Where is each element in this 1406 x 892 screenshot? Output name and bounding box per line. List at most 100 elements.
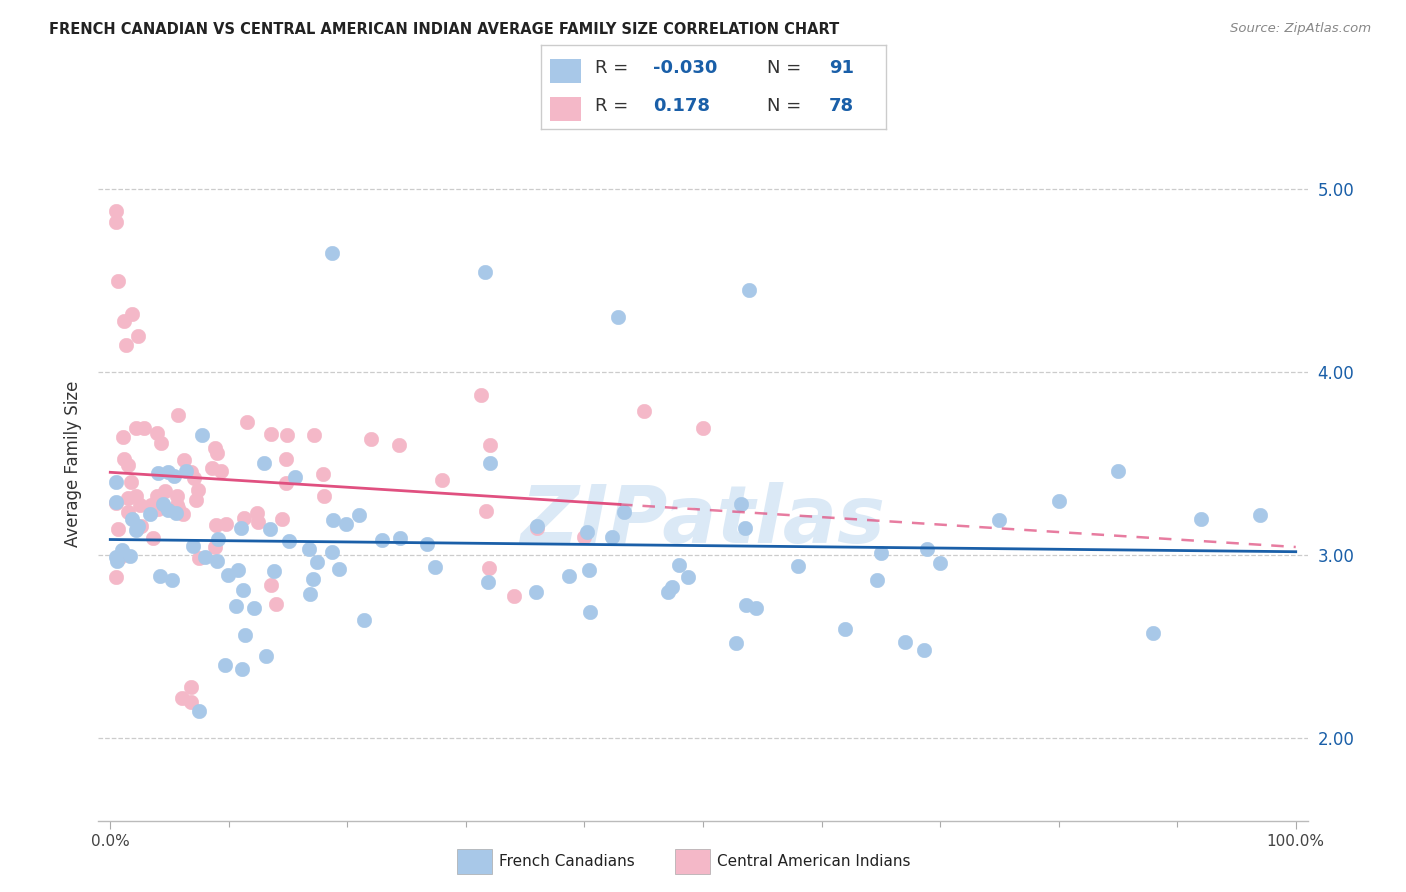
Point [274,452,297,467]
Text: R =: R = [595,60,634,78]
Point [131,519,153,533]
Bar [550,97,581,120]
Point [105,496,128,510]
Point [176,464,198,478]
Point [734,599,756,613]
Point [231,521,253,535]
Point [114,451,136,466]
Point [312,489,335,503]
Point [786,559,808,574]
Point [432,473,454,487]
Point [1142,625,1164,640]
Point [503,589,526,603]
Point [120,549,142,563]
Point [574,531,596,545]
Point [302,428,325,442]
Point [254,648,277,663]
Point [146,425,169,440]
Point [1249,508,1271,522]
Point [148,499,170,513]
Y-axis label: Average Family Size: Average Family Size [63,381,82,547]
Point [360,432,382,446]
Point [201,461,224,475]
Point [148,501,170,516]
Point [253,456,276,470]
Text: FRENCH CANADIAN VS CENTRAL AMERICAN INDIAN AVERAGE FAMILY SIZE CORRELATION CHART: FRENCH CANADIAN VS CENTRAL AMERICAN INDI… [49,22,839,37]
Point [423,560,446,574]
Point [578,563,600,577]
Point [600,530,623,544]
Point [125,489,148,503]
Point [142,500,165,515]
Point [142,531,165,545]
Text: N =: N = [766,60,807,78]
Point [214,658,236,673]
Point [105,475,128,490]
Point [115,338,138,352]
Point [311,467,333,482]
Point [127,519,149,533]
Text: Source: ZipAtlas.com: Source: ZipAtlas.com [1230,22,1371,36]
Point [474,504,496,518]
Point [112,429,135,443]
Point [231,662,253,676]
Point [112,314,135,328]
Point [284,470,307,484]
Point [470,388,492,402]
Point [180,695,202,709]
Bar [550,59,581,83]
Text: 0.178: 0.178 [654,96,710,114]
Point [108,549,131,564]
Point [232,583,254,598]
Point [264,597,287,611]
Point [524,585,547,599]
Point [105,204,128,219]
Point [204,441,226,455]
Point [298,587,321,601]
Point [246,506,269,520]
Point [209,464,232,478]
Point [335,517,357,532]
Point [869,546,891,560]
Point [478,561,501,575]
Point [307,555,329,569]
Point [125,523,148,537]
Point [388,532,411,546]
Point [730,497,752,511]
Point [321,545,343,559]
Point [353,613,375,627]
Point [180,680,202,694]
Point [676,570,699,584]
Point [834,622,856,636]
Point [184,492,207,507]
Point [205,517,228,532]
Point [121,307,143,321]
Point [371,533,394,547]
Text: 91: 91 [830,60,853,78]
Point [120,475,142,489]
Point [274,476,297,491]
Point [125,421,148,435]
Point [474,265,496,279]
Point [188,704,211,718]
Point [165,507,187,521]
Point [479,456,502,470]
Point [141,498,163,512]
Point [205,554,228,568]
Text: R =: R = [595,96,634,114]
Point [207,533,229,547]
Point [734,520,756,534]
Point [127,328,149,343]
Point [276,428,298,442]
Point [576,525,599,540]
Point [1047,494,1070,508]
Point [738,283,761,297]
Point [128,498,150,512]
Point [477,574,499,589]
Point [146,466,169,480]
Point [107,274,129,288]
Point [105,549,128,564]
Point [166,499,188,513]
Point [1189,512,1212,526]
Point [215,516,238,531]
